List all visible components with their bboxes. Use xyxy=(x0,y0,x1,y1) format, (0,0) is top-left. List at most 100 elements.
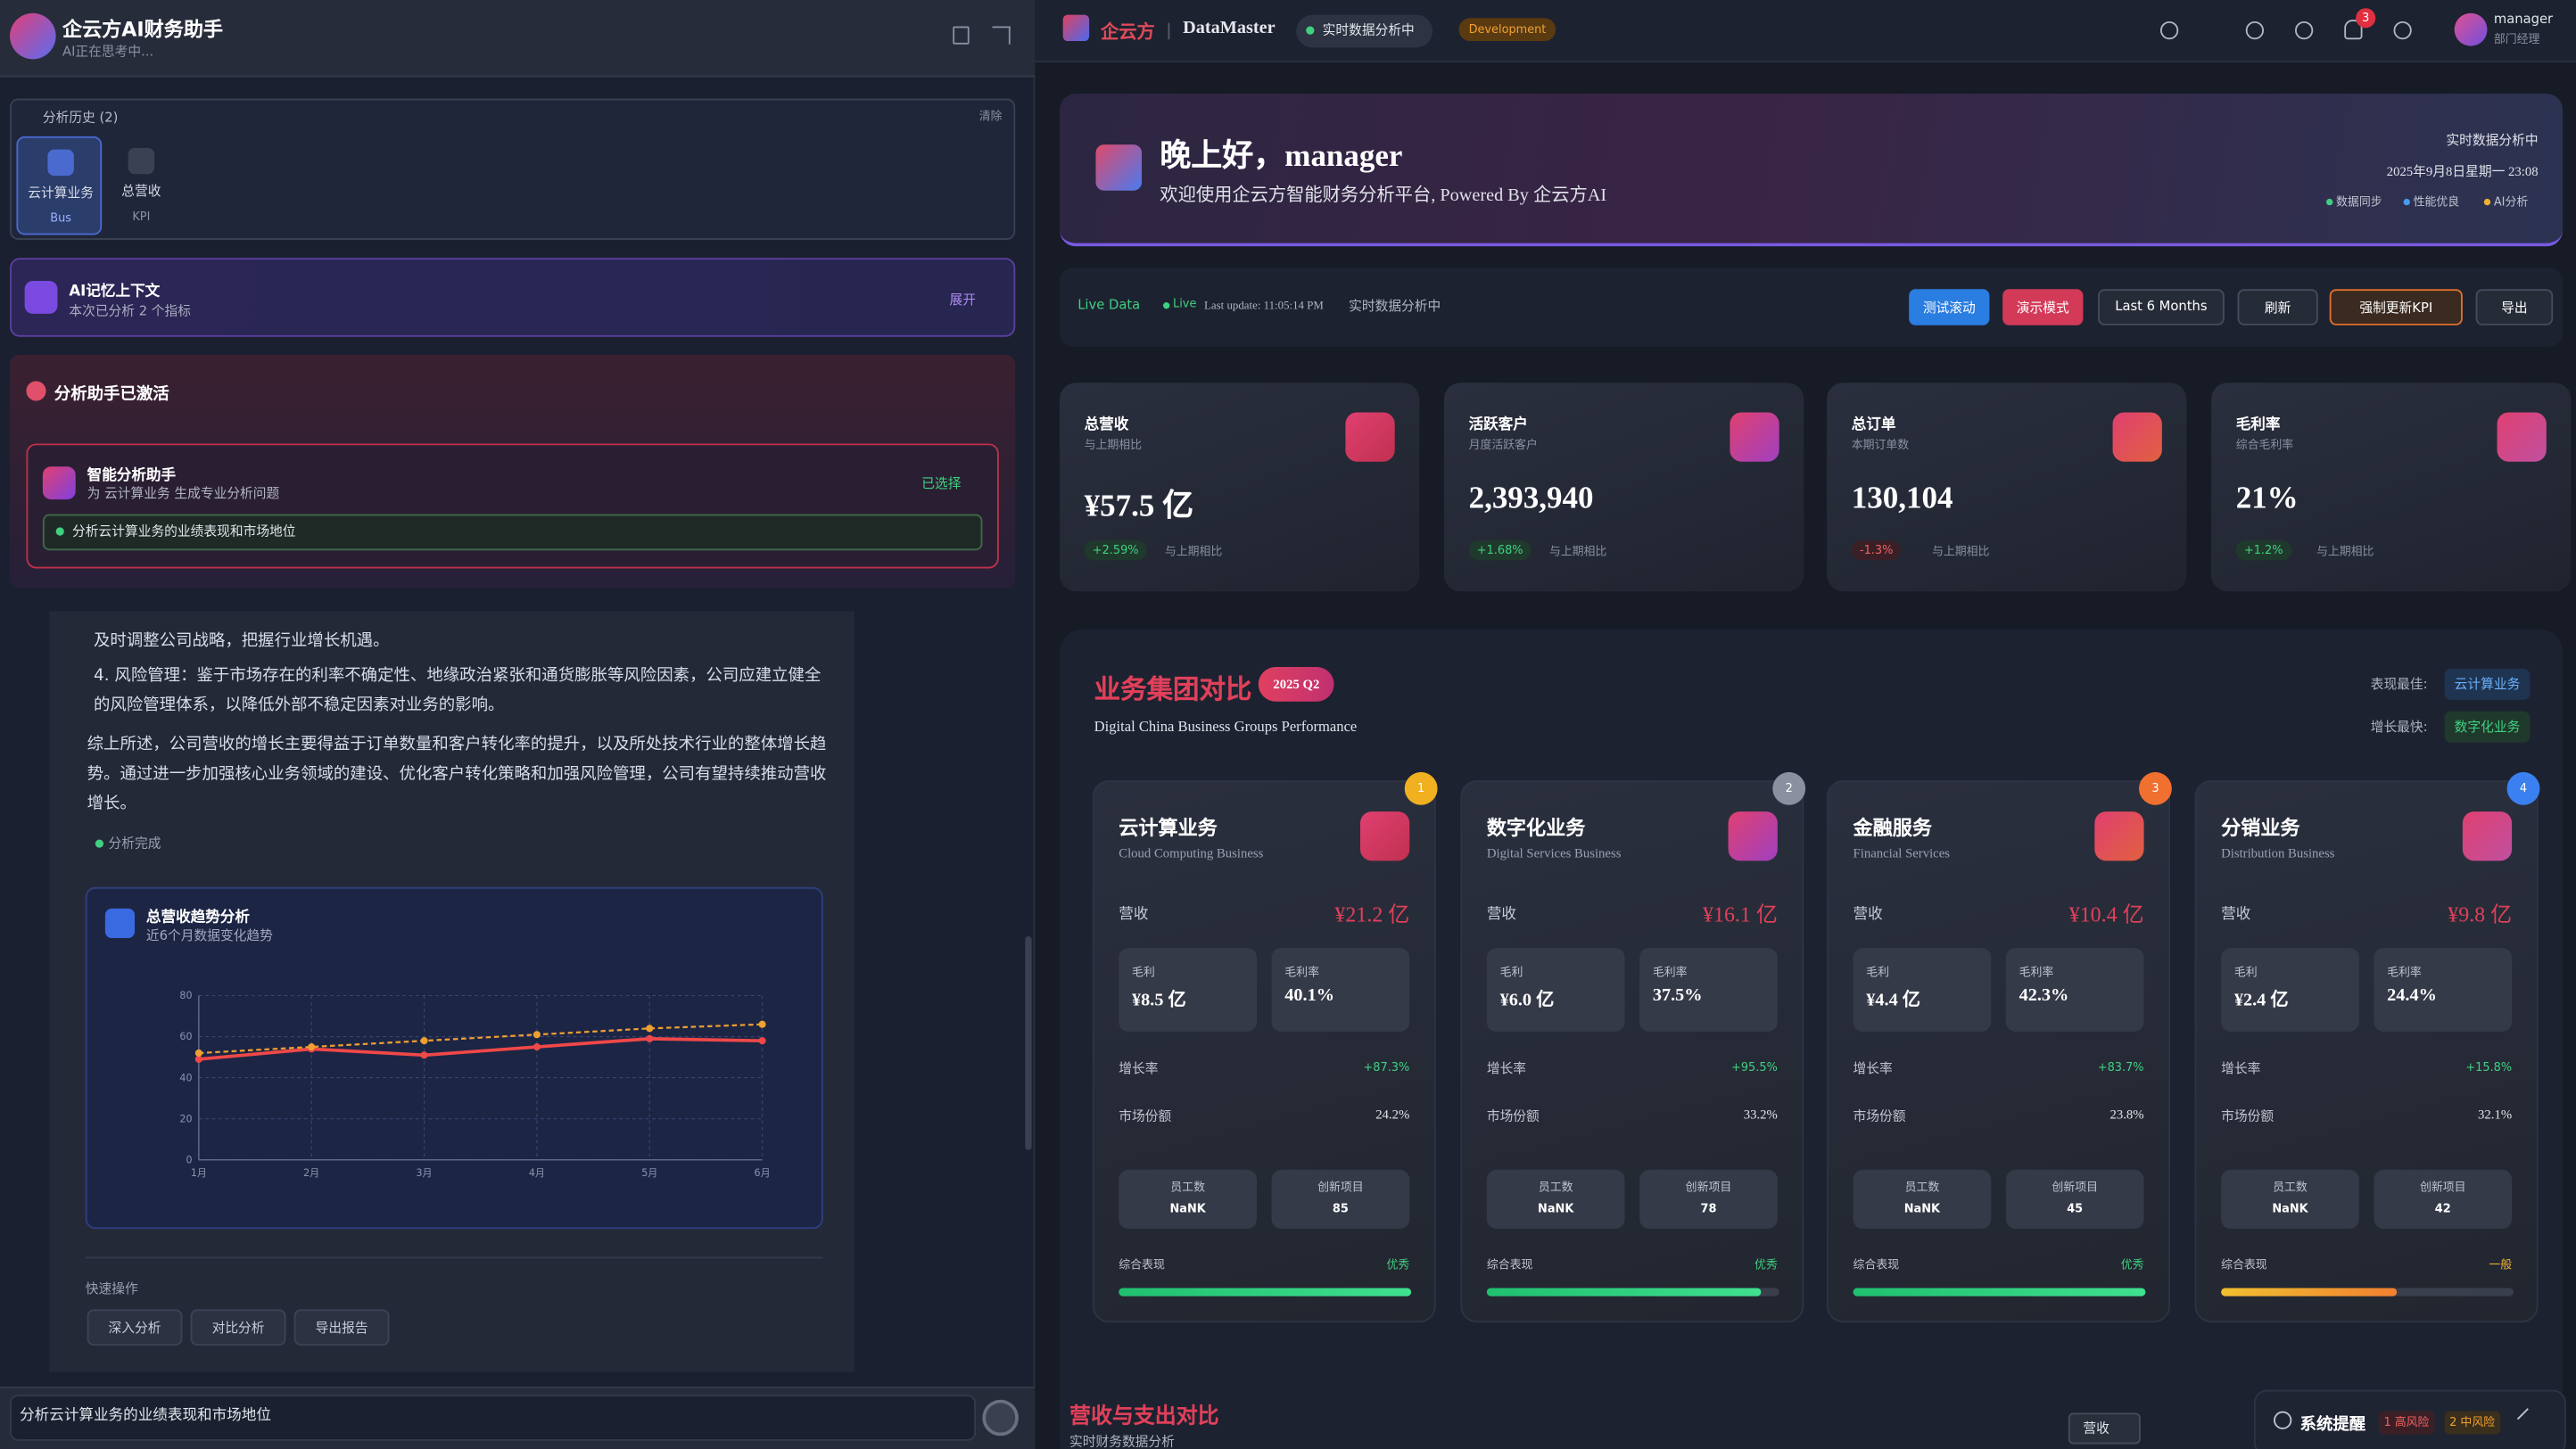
kpi-note: 与上期相比 xyxy=(2316,545,2374,559)
demo-button[interactable]: 演示模式 xyxy=(2002,289,2084,325)
rating: 优秀 xyxy=(1386,1258,1410,1272)
icon xyxy=(1345,412,1395,462)
stat-box: 员工数 NaNK xyxy=(1119,1169,1257,1230)
topbar xyxy=(1035,0,2576,63)
kpi-value: ¥57.5 亿 xyxy=(1084,490,1194,524)
force-update-button[interactable]: 强制更新KPI xyxy=(2329,289,2463,325)
hero-datetime: 2025年9月8日星期一 23:08 xyxy=(2386,164,2539,179)
question-dot xyxy=(55,527,64,536)
icon xyxy=(128,147,155,175)
hero-tag-dot xyxy=(2403,198,2410,206)
kpi-change: -1.3% xyxy=(1851,540,1902,561)
quick-button[interactable]: 对比分析 xyxy=(190,1309,286,1346)
icon xyxy=(1360,811,1410,861)
done-text: 分析完成 xyxy=(108,836,161,852)
stat-label: 创新项目 xyxy=(2419,1181,2466,1195)
overall-label: 综合表现 xyxy=(1119,1258,1165,1272)
x-tick-label: 5月 xyxy=(641,1167,657,1179)
helper-state[interactable]: 已选择 xyxy=(921,476,962,491)
hero-tag: 性能优良 xyxy=(2413,195,2460,209)
quick-button[interactable]: 导出报告 xyxy=(293,1309,390,1346)
alert-high: 1 高风险 xyxy=(2378,1411,2434,1435)
close-button[interactable] xyxy=(979,376,995,392)
metric-label: 毛利 xyxy=(2233,966,2258,980)
kpi-title: 总订单 xyxy=(1851,416,1896,434)
history-clear[interactable]: 清除 xyxy=(978,110,1003,124)
hero xyxy=(1059,94,2564,247)
avatar[interactable] xyxy=(2454,12,2488,46)
stat-box: 创新项目 45 xyxy=(2005,1169,2144,1230)
point xyxy=(194,1049,202,1058)
group-name-en: Digital Services Business xyxy=(1486,845,1622,861)
overall-label: 综合表现 xyxy=(1853,1258,1900,1272)
point xyxy=(533,1043,541,1051)
history-item-label: 云计算业务 xyxy=(28,185,94,201)
overall-label: 综合表现 xyxy=(2221,1258,2267,1272)
chat-input[interactable] xyxy=(10,1395,977,1441)
stat-value: NaNK xyxy=(1169,1202,1206,1216)
divider xyxy=(85,1256,823,1259)
group-card[interactable]: 3 金融服务 Financial Services 营收 ¥10.4 亿毛利 ¥4.4 亿… xyxy=(1827,771,2172,1323)
stat-label: 员工数 xyxy=(2273,1181,2308,1195)
toolbar-icon[interactable] xyxy=(2245,21,2265,40)
compare-select[interactable]: 营收 xyxy=(2068,1412,2141,1445)
progress-bar xyxy=(1853,1288,2146,1297)
kpi-subtitle: 月度活跃客户 xyxy=(1468,438,1538,452)
growth-value: +83.7% xyxy=(2097,1061,2144,1074)
share-value: 23.8% xyxy=(2110,1107,2144,1123)
toolbar-icon[interactable] xyxy=(2393,21,2412,40)
history-title: 分析历史 (2) xyxy=(42,110,119,126)
group-card[interactable]: 2 数字化业务 Digital Services Business 营收 ¥16.1 亿… xyxy=(1460,771,1806,1323)
stat-value: 85 xyxy=(1332,1202,1349,1216)
kpi-change: +1.2% xyxy=(2235,540,2291,561)
helper-subtitle: 为 云计算业务 生成专业分析问题 xyxy=(87,486,280,501)
kpi-value: 130,104 xyxy=(1851,481,1953,516)
delete-button[interactable] xyxy=(953,26,970,45)
toolbar-icon[interactable] xyxy=(2159,21,2179,40)
bell-icon[interactable] xyxy=(2344,20,2363,40)
quick-button[interactable]: 深入分析 xyxy=(87,1309,183,1346)
user-name: manager xyxy=(2493,11,2554,27)
live: Live xyxy=(1173,297,1197,311)
stat-value: NaNK xyxy=(2272,1202,2308,1216)
metric-box: 毛利率 37.5% xyxy=(1639,948,1778,1033)
revenue-label: 营收 xyxy=(1119,907,1149,924)
history-item[interactable]: 云计算业务 Bus xyxy=(16,136,103,235)
question-box[interactable] xyxy=(42,514,983,551)
send-button[interactable] xyxy=(982,1399,1019,1437)
y-tick-label: 40 xyxy=(179,1072,192,1083)
group-card[interactable]: 4 分销业务 Distribution Business 营收 ¥9.8 亿毛利 ¥2.4… xyxy=(2194,771,2540,1323)
notification-badge: 3 xyxy=(2356,8,2376,29)
memory-box[interactable] xyxy=(10,258,1016,337)
group-card[interactable]: 1 云计算业务 Cloud Computing Business 营收 ¥21.2 亿毛… xyxy=(1092,771,1438,1323)
export-button[interactable]: 导出 xyxy=(2475,289,2554,325)
metric-box: 毛利 ¥6.0 亿 xyxy=(1486,948,1625,1033)
toolbar-icon[interactable] xyxy=(2294,21,2314,40)
history-item-label: 总营收 xyxy=(121,184,161,199)
metric-box: 毛利 ¥8.5 亿 xyxy=(1119,948,1257,1033)
period-select[interactable]: Last 6 Months xyxy=(2097,289,2225,325)
metric-label: 毛利 xyxy=(1132,966,1155,980)
stat-label: 创新项目 xyxy=(1685,1181,1732,1195)
point xyxy=(420,1051,428,1059)
icon xyxy=(1730,412,1779,462)
stat-label: 创新项目 xyxy=(2052,1181,2098,1195)
rating: 优秀 xyxy=(1754,1258,1778,1272)
metric-value: ¥8.5 亿 xyxy=(1132,990,1186,1011)
memory-icon xyxy=(24,281,58,314)
test-scroll-button[interactable]: 测试滚动 xyxy=(1909,289,1990,325)
stat-box: 创新项目 85 xyxy=(1271,1169,1410,1230)
revenue-label: 营收 xyxy=(1486,907,1517,924)
history-item[interactable]: 总营收 KPI xyxy=(109,136,175,235)
metric-value: 42.3% xyxy=(2019,985,2069,1006)
progress-bar xyxy=(1486,1288,1762,1297)
stat-value: 45 xyxy=(2067,1202,2084,1216)
alert-icon xyxy=(2274,1411,2292,1429)
groups-subtitle: Digital China Business Groups Performanc… xyxy=(1094,718,1358,735)
assistant-status: AI正在思考中... xyxy=(62,44,154,60)
share-value: 32.1% xyxy=(2478,1107,2513,1123)
expand-button[interactable] xyxy=(992,26,1011,45)
refresh-button[interactable]: 刷新 xyxy=(2237,289,2318,325)
